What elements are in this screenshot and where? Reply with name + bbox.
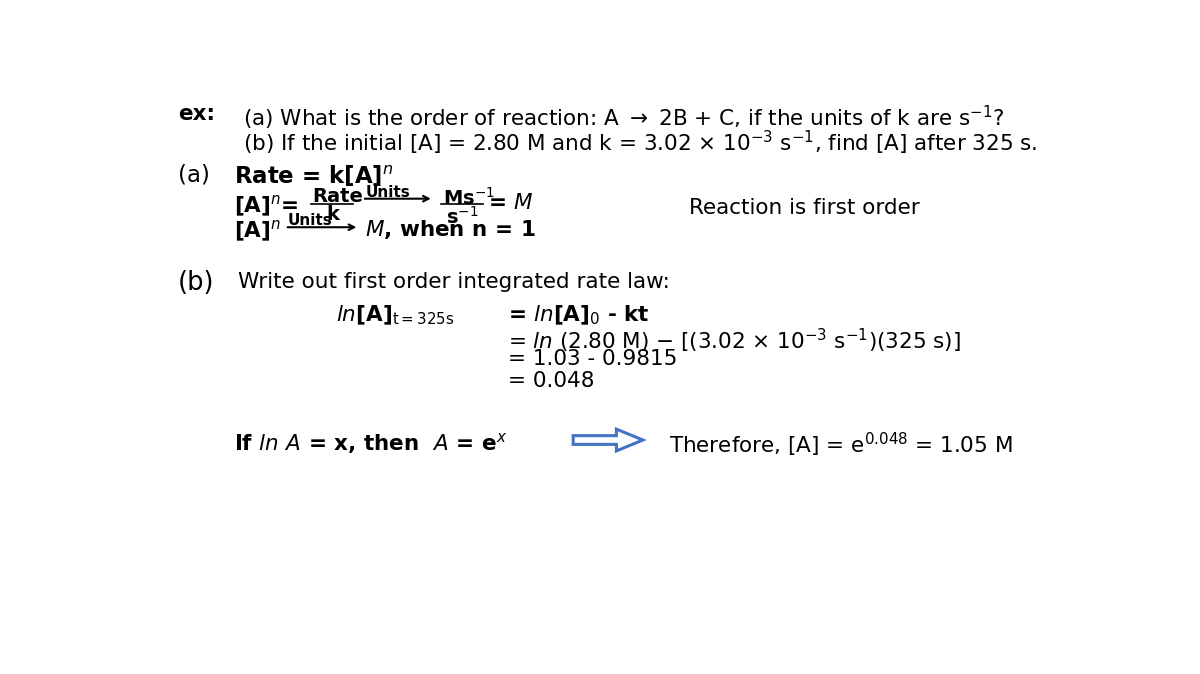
Text: Rate: Rate <box>313 187 364 206</box>
Text: k: k <box>326 206 340 224</box>
Text: If $\it{ln}$ $A$ = x, then  $A$ = e$^x$: If $\it{ln}$ $A$ = x, then $A$ = e$^x$ <box>234 431 506 456</box>
Text: (a): (a) <box>178 164 210 187</box>
Text: Units: Units <box>366 185 410 200</box>
Text: = $M$: = $M$ <box>487 193 533 214</box>
Text: $M$, when n = 1: $M$, when n = 1 <box>365 218 535 241</box>
Text: Rate = k[A]$^n$: Rate = k[A]$^n$ <box>234 164 394 189</box>
Polygon shape <box>574 429 643 451</box>
Text: [A]$^n$=: [A]$^n$= <box>234 193 298 219</box>
Text: = 0.048: = 0.048 <box>508 371 594 391</box>
Text: ex:: ex: <box>178 104 215 124</box>
Text: Reaction is first order: Reaction is first order <box>689 197 920 218</box>
Text: s$^{-1}$: s$^{-1}$ <box>445 206 479 227</box>
Text: (b) If the initial [A] = 2.80 M and k = 3.02 $\times$ 10$^{-3}$ s$^{-1}$, find [: (b) If the initial [A] = 2.80 M and k = … <box>242 129 1037 157</box>
Text: [A]$^n$: [A]$^n$ <box>234 218 281 244</box>
Text: Therefore, [A] = e$^{0.048}$ = 1.05 M: Therefore, [A] = e$^{0.048}$ = 1.05 M <box>668 431 1013 460</box>
Text: Write out first order integrated rate law:: Write out first order integrated rate la… <box>239 272 671 293</box>
Text: Ms$^{-1}$: Ms$^{-1}$ <box>443 187 494 209</box>
Text: (a) What is the order of reaction: A $\rightarrow$ 2B + C, if the units of k are: (a) What is the order of reaction: A $\r… <box>242 104 1004 132</box>
Text: $\it{ln}$[A]$_\mathrm{t=325s}$: $\it{ln}$[A]$_\mathrm{t=325s}$ <box>336 304 455 328</box>
Text: = 1.03 - 0.9815: = 1.03 - 0.9815 <box>508 348 678 369</box>
Text: Units: Units <box>288 213 332 228</box>
Text: = $\it{ln}$ (2.80 M) $-$ [(3.02 $\times$ 10$^{-3}$ s$^{-1}$)(325 s)]: = $\it{ln}$ (2.80 M) $-$ [(3.02 $\times$… <box>508 326 961 355</box>
Text: = $\it{ln}$[A]$_0$ - kt: = $\it{ln}$[A]$_0$ - kt <box>508 304 649 328</box>
Text: (b): (b) <box>178 270 215 297</box>
